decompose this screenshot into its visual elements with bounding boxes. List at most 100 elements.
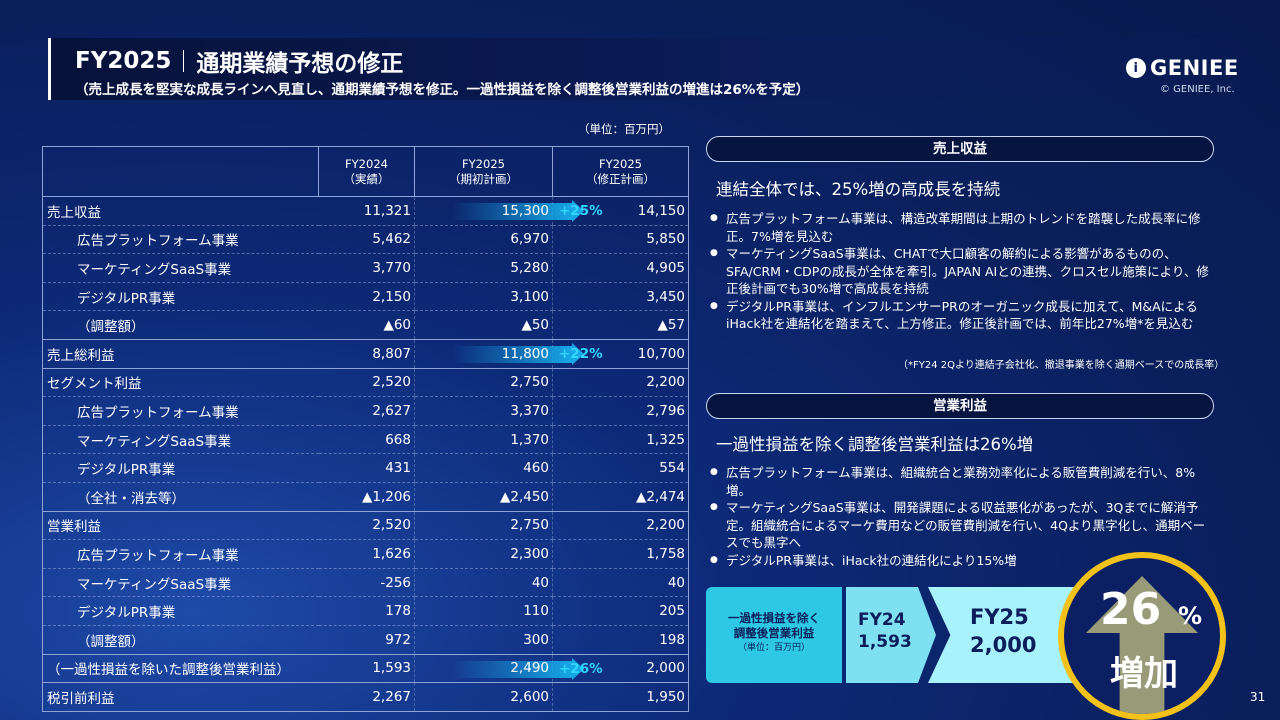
fy2025-initial-value: 11,800 <box>414 338 584 369</box>
fy2024-value: 668 <box>318 425 415 455</box>
row-label-text: 営業利益 <box>47 519 101 536</box>
fy2025-revised-value-text: 40 <box>667 574 685 591</box>
row-label: 広告プラットフォーム事業 <box>42 539 319 569</box>
fy2024-value: 1,626 <box>318 539 415 569</box>
badge-text: 増加 <box>1110 654 1178 694</box>
fy2024-value-text: 431 <box>385 460 411 477</box>
logo-icon: i <box>1126 58 1146 78</box>
fy2025-initial-value-text: 2,750 <box>510 374 549 391</box>
row-label-text: 広告プラットフォーム事業 <box>77 404 239 421</box>
fy2025-initial-value-text: 40 <box>531 574 549 591</box>
fy2025-revised-value: 2,200 <box>552 510 689 541</box>
fy2025-initial-value: 110 <box>414 596 553 626</box>
page-subtitle: （売上成長を堅実な成長ラインへ見直し、通期業績予想を修正。一過性損益を除く調整後… <box>75 82 810 98</box>
fy2025-revised-value: 5,850 <box>552 225 689 255</box>
row-label: （全社・消去等） <box>42 482 319 512</box>
fy2025-initial-value-text: 2,300 <box>510 545 549 562</box>
row-label: 売上収益 <box>42 196 319 226</box>
row-label-text: マーケティングSaaS事業 <box>77 433 232 450</box>
comparison-label: 一過性損益を除く 調整後営業利益 （単位：百万円） <box>706 587 842 683</box>
fy2025-revised-value-text: 2,200 <box>646 517 685 534</box>
page-number: 31 <box>1250 690 1266 704</box>
fy2025-initial-value-text: 460 <box>523 460 549 477</box>
row-label-text: 広告プラットフォーム事業 <box>77 547 239 564</box>
row-label-text: （一過性損益を除いた調整後営業利益） <box>47 662 290 679</box>
fy2025-initial-value-text: 110 <box>523 603 549 620</box>
table-row: マーケティングSaaS事業 668 1,370 1,325 <box>42 425 689 455</box>
row-label: （調整額） <box>42 310 319 340</box>
fy2025-revised-value: ▲2,474 <box>552 482 689 512</box>
table-row: （一過性損益を除いた調整後営業利益） 1,593 2,490 +26% 2,000 <box>42 653 689 684</box>
fy2025-revised-value: 40 <box>552 568 689 598</box>
fy2024-value-text: 2,150 <box>372 288 411 305</box>
fy2025-revised-value-text: 1,325 <box>646 431 685 448</box>
fy2025-revised-value-text: 2,796 <box>646 402 685 419</box>
title-separator <box>183 50 185 72</box>
fy2025-revised-value-text: 5,850 <box>646 231 685 248</box>
fy2024-value: 8,807 <box>318 338 415 369</box>
fy2024-value-text: 11,321 <box>363 202 411 219</box>
fy2025-initial-value-text: 300 <box>523 631 549 648</box>
row-label: デジタルPR事業 <box>42 596 319 626</box>
fy24-label: FY24 <box>858 610 906 630</box>
col-fy2025-revised: FY2025 （修正計画） <box>552 146 689 197</box>
row-label-text: 売上収益 <box>47 204 101 221</box>
table-row: （調整額） 972 300 198 <box>42 625 689 655</box>
fy2025-revised-value-text: ▲57 <box>657 317 685 334</box>
fy2025-revised-value: 1,758 <box>552 539 689 569</box>
table-row: 広告プラットフォーム事業 1,626 2,300 1,758 <box>42 539 689 569</box>
row-label: 広告プラットフォーム事業 <box>42 225 319 255</box>
fy2025-initial-value: ▲50 <box>414 310 553 340</box>
fy2024-value-text: ▲1,206 <box>361 488 411 505</box>
fy2025-revised-value-text: 3,450 <box>646 288 685 305</box>
table-row: 広告プラットフォーム事業 2,627 3,370 2,796 <box>42 396 689 426</box>
fy2025-initial-value: 40 <box>414 568 553 598</box>
fy2025-revised-value: +22% 10,700 <box>552 338 689 369</box>
row-label: （調整額） <box>42 625 319 655</box>
fy2024-value-text: 2,520 <box>372 517 411 534</box>
fy2025-initial-value: 2,300 <box>414 539 553 569</box>
badge-percent: % <box>1178 602 1203 630</box>
revenue-bullet: マーケティングSaaS事業は、CHATで大口顧客の解約による影響があるものの、S… <box>710 245 1210 298</box>
table-row: マーケティングSaaS事業 3,770 5,280 4,905 <box>42 253 689 283</box>
row-label: マーケティングSaaS事業 <box>42 425 319 455</box>
fy2024-value: 3,770 <box>318 253 415 283</box>
revenue-bullets: 広告プラットフォーム事業は、構造改革期間は上期のトレンドを踏襲した成長率に修正。… <box>710 210 1210 333</box>
copyright: © GENIEE, Inc. <box>1160 84 1235 95</box>
company-logo: i GENIEE <box>1126 56 1239 80</box>
op-bullet: マーケティングSaaS事業は、開発課題による収益悪化があったが、3Qまでに解消予… <box>710 499 1210 552</box>
revenue-bullet: 広告プラットフォーム事業は、構造改革期間は上期のトレンドを踏襲した成長率に修正。… <box>710 210 1210 245</box>
table-row: デジタルPR事業 431 460 554 <box>42 453 689 483</box>
fy2025-revised-value: 2,200 <box>552 367 689 398</box>
fy2024-value-text: 8,807 <box>372 345 411 362</box>
fy2024-value-text: ▲60 <box>383 317 411 334</box>
table-row: マーケティングSaaS事業 -256 40 40 <box>42 568 689 598</box>
row-label: （一過性損益を除いた調整後営業利益） <box>42 653 319 684</box>
fy2025-initial-value-text: 2,750 <box>510 517 549 534</box>
op-bullet: 広告プラットフォーム事業は、組織統合と業務効率化による販管費削減を行い、8%増。 <box>710 464 1210 499</box>
fy2025-initial-value-text: 1,370 <box>510 431 549 448</box>
row-label: 広告プラットフォーム事業 <box>42 396 319 426</box>
row-label: セグメント利益 <box>42 367 319 398</box>
fy2025-initial-value: 460 <box>414 453 553 483</box>
fy2025-initial-value: 300 <box>414 625 553 655</box>
fy2025-initial-value: 2,750 <box>414 510 553 541</box>
table-row: 営業利益 2,520 2,750 2,200 <box>42 510 689 541</box>
fy2024-value-text: 2,267 <box>372 688 411 705</box>
fy2025-revised-value-text: 1,758 <box>646 545 685 562</box>
op-bullets: 広告プラットフォーム事業は、組織統合と業務効率化による販管費削減を行い、8%増。… <box>710 464 1210 569</box>
row-label-text: 広告プラットフォーム事業 <box>77 233 239 250</box>
row-label-text: （全社・消去等） <box>77 490 185 507</box>
fy2024-value: 2,520 <box>318 367 415 398</box>
fy2024-value-text: 972 <box>385 631 411 648</box>
header-bar: FY2025 通期業績予想の修正 （売上成長を堅実な成長ラインへ見直し、通期業績… <box>48 38 1280 100</box>
fy2025-revised-value: 1,950 <box>552 682 689 712</box>
fy2024-value: 178 <box>318 596 415 626</box>
table-row: （調整額） ▲60 ▲50 ▲57 <box>42 310 689 340</box>
fy2025-revised-value-text: 2,000 <box>646 660 685 677</box>
fy2025-initial-value: 15,300 <box>414 196 584 226</box>
fy2024-value-text: 1,626 <box>372 545 411 562</box>
fy2024-value-text: 2,520 <box>372 374 411 391</box>
header-label-cell <box>42 146 319 197</box>
row-label-text: （調整額） <box>77 633 145 650</box>
